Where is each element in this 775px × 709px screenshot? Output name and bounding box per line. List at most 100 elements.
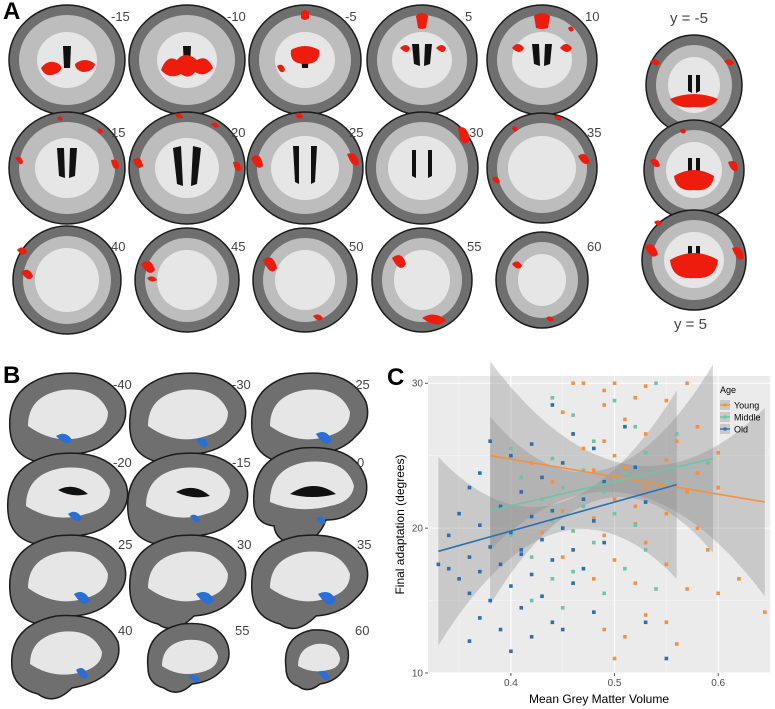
point-young	[685, 490, 689, 494]
y-tick-label: 20	[412, 524, 424, 535]
point-young	[643, 485, 648, 490]
axial-label-0: -15	[111, 9, 130, 24]
point-old	[519, 606, 524, 610]
x-tick-label: 0.6	[711, 678, 725, 689]
point-young	[633, 504, 638, 509]
point-old	[592, 519, 596, 523]
point-middle	[581, 468, 586, 472]
point-young	[716, 591, 720, 596]
point-old	[571, 432, 575, 436]
point-young	[695, 471, 700, 475]
legend-label-young: Young	[734, 401, 759, 411]
point-old	[540, 537, 544, 542]
legend-label-middle: Middle	[734, 413, 761, 423]
legend-dot-old	[723, 427, 727, 431]
sagittal-label-4: -15	[232, 455, 251, 470]
y-axis-title: Final adaptation (degrees)	[393, 454, 407, 594]
point-young	[643, 613, 648, 617]
point-old	[664, 656, 669, 661]
point-old	[467, 555, 472, 559]
point-young	[664, 458, 669, 462]
x-tick-label: 0.5	[608, 678, 622, 689]
point-young	[685, 587, 689, 591]
point-old	[478, 471, 482, 475]
sagittal-label-9: 40	[118, 623, 133, 638]
point-old	[633, 465, 638, 470]
point-old	[457, 511, 461, 516]
point-young	[592, 468, 596, 472]
coronal-label-bottom: y = 5	[674, 316, 707, 333]
point-middle	[571, 413, 575, 417]
point-old	[498, 504, 503, 509]
point-old	[519, 552, 524, 556]
point-young	[560, 410, 565, 415]
point-middle	[529, 598, 534, 603]
point-young	[612, 381, 617, 386]
point-middle	[623, 566, 627, 571]
axial-label-3: 5	[465, 9, 473, 24]
axial-label-6: 20	[231, 125, 246, 140]
point-old	[446, 533, 451, 538]
point-middle	[592, 439, 596, 443]
panel-c-letter: C	[387, 364, 405, 391]
point-young	[763, 610, 767, 614]
point-young	[602, 403, 606, 407]
point-old	[488, 598, 492, 603]
point-middle	[529, 555, 534, 559]
point-old	[519, 548, 524, 552]
point-young	[540, 530, 544, 535]
sagittal-label-11: 60	[355, 623, 370, 638]
point-middle	[633, 424, 638, 429]
plot-background	[428, 376, 770, 673]
sagittal-label-10: 55	[235, 623, 250, 638]
point-old	[457, 577, 461, 581]
point-middle	[581, 504, 586, 509]
point-middle	[612, 398, 617, 403]
point-young	[592, 577, 596, 581]
axial-label-11: 45	[231, 239, 246, 254]
point-old	[529, 572, 534, 577]
point-old	[550, 558, 555, 562]
point-old	[560, 461, 565, 465]
sagittal-label-1: -30	[232, 377, 251, 392]
point-young	[581, 446, 586, 451]
point-young	[612, 453, 617, 458]
point-old	[498, 562, 503, 567]
point-young	[695, 526, 700, 530]
point-young	[623, 634, 627, 639]
point-old	[581, 497, 586, 501]
point-old	[623, 424, 627, 429]
point-young	[612, 497, 617, 501]
x-axis-title: Mean Grey Matter Volume	[529, 692, 669, 706]
point-middle	[654, 587, 658, 591]
point-young	[612, 558, 617, 562]
point-old	[560, 526, 565, 530]
axial-label-2: -5	[345, 9, 357, 24]
y-tick-label: 10	[412, 669, 424, 680]
legend-title: Age	[720, 385, 736, 395]
point-middle	[560, 606, 565, 610]
point-young	[716, 485, 720, 490]
axial-label-14: 60	[587, 239, 602, 254]
point-young	[623, 417, 627, 422]
point-old	[519, 490, 524, 494]
point-young	[602, 388, 606, 393]
point-young	[602, 439, 606, 443]
point-old	[467, 639, 472, 643]
axial-label-9: 35	[587, 125, 602, 140]
point-old	[478, 523, 482, 528]
point-old	[478, 616, 482, 620]
point-young	[643, 540, 648, 545]
point-old	[571, 581, 575, 585]
point-old	[540, 594, 544, 599]
point-young	[623, 465, 627, 470]
point-young	[674, 439, 679, 443]
point-old	[509, 530, 513, 535]
point-young	[664, 398, 669, 403]
coronal-label-top: y = -5	[670, 10, 708, 27]
sagittal-label-0: -40	[113, 377, 132, 392]
fit-line-old	[438, 483, 677, 553]
point-young	[633, 395, 638, 400]
point-middle	[509, 446, 513, 451]
grid-lines	[428, 376, 771, 674]
